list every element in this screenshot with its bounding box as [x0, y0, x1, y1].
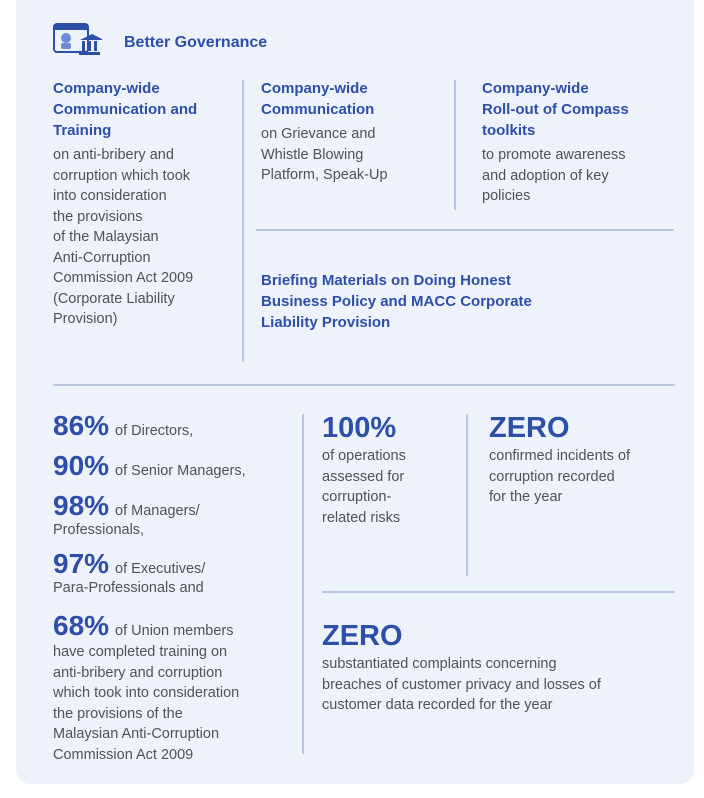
ops-text: of operations assessed for corruption- r…	[322, 448, 406, 526]
governance-building-icon	[50, 20, 104, 62]
stat-executives: 97% of Executives/ Para-Professionals and	[53, 548, 206, 596]
col2-body: on Grievance and Whistle Blowing Platfor…	[261, 126, 388, 183]
divider-main	[53, 384, 675, 386]
stat-union-members: 68% of Union members have completed train…	[53, 610, 240, 763]
zero-corruption-value: ZERO	[489, 412, 570, 444]
divider-briefing	[256, 229, 674, 231]
stat-managers: 98% of Managers/ Professionals,	[53, 490, 200, 538]
col3-body: to promote awareness and adoption of key…	[482, 147, 626, 204]
col3-block: Company-wide Roll-out of Compass toolkit…	[482, 78, 677, 207]
col2-block: Company-wide Communication on Grievance …	[261, 78, 446, 186]
training-stats: 86% of Directors, 90% of Senior Managers, …	[53, 410, 298, 765]
zero-privacy-block: ZERO substantiated complaints concerning…	[322, 620, 677, 716]
col1-block: Company-wide Communication and Training …	[53, 78, 238, 330]
zero-corruption-text: confirmed incidents of corruption record…	[489, 448, 631, 505]
zero-privacy-value: ZERO	[322, 620, 403, 652]
col1-body: on anti-bribery and corruption which too…	[53, 147, 194, 327]
stat-senior-managers: 90% of Senior Managers,	[53, 450, 246, 481]
ops-value: 100%	[322, 412, 397, 444]
col2-heading: Company-wide Communication	[261, 80, 375, 118]
zero-corruption-block: ZERO confirmed incidents of corruption r…	[489, 412, 674, 508]
col1-heading: Company-wide Communication and Training	[53, 80, 198, 139]
zero-privacy-text: substantiated complaints concerning brea…	[322, 656, 601, 713]
divider-ops	[466, 414, 468, 576]
col3-heading: Company-wide Roll-out of Compass toolkit…	[482, 80, 629, 139]
ops-block: 100% of operations assessed for corrupti…	[322, 412, 462, 528]
briefing-heading: Briefing Materials on Doing Honest Busin…	[261, 272, 532, 331]
section-title: Better Governance	[124, 34, 268, 51]
governance-card	[16, 0, 694, 784]
divider-stats	[302, 414, 304, 754]
divider-privacy	[322, 591, 675, 593]
stat-directors: 86% of Directors,	[53, 410, 194, 441]
divider-col1	[242, 80, 244, 362]
divider-col2	[454, 80, 456, 210]
